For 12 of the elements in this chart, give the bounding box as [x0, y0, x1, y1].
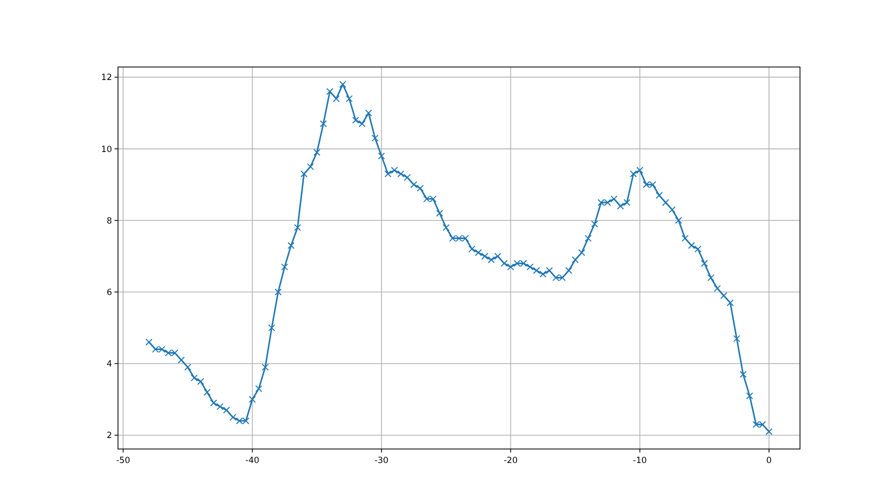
y-tick-label: 8 — [106, 216, 112, 226]
x-tick-label: 0 — [766, 456, 772, 466]
y-tick-label: 10 — [101, 144, 112, 155]
x-tick-label: -10 — [632, 456, 647, 466]
x-tick-label: -40 — [245, 456, 260, 466]
x-tick-label: -20 — [504, 456, 518, 466]
x-tick-label: -50 — [116, 456, 130, 466]
x-tick-label: -30 — [374, 456, 388, 466]
y-tick-label: 4 — [106, 360, 112, 370]
y-tick-label: 6 — [106, 288, 112, 298]
y-tick-label: 12 — [101, 73, 112, 84]
y-tick-label: 2 — [106, 431, 112, 442]
